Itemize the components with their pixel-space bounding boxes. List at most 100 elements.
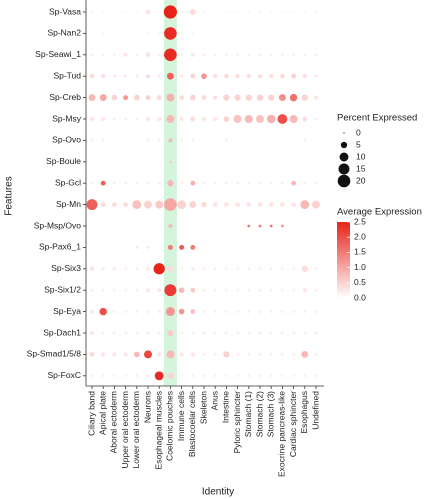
dot <box>213 95 218 100</box>
dot <box>269 310 273 314</box>
dot <box>157 117 162 121</box>
dot <box>256 115 264 123</box>
dot <box>164 48 177 62</box>
dot <box>190 180 196 186</box>
dot <box>164 27 177 40</box>
dot <box>314 95 318 100</box>
dot <box>145 95 151 101</box>
dot <box>236 181 240 185</box>
dot <box>168 138 173 143</box>
dot <box>233 115 242 123</box>
dot <box>112 310 116 314</box>
dot <box>112 331 116 335</box>
y-tick-label: Sp-Gcl <box>55 177 81 187</box>
dot <box>178 308 185 315</box>
dot <box>235 74 240 79</box>
dot <box>269 224 273 228</box>
size-legend-dot <box>337 174 351 188</box>
dot <box>279 73 285 79</box>
dot <box>314 181 318 185</box>
dot <box>190 116 196 122</box>
size-legend-label: 5 <box>356 139 361 149</box>
dot <box>123 352 128 357</box>
dot <box>223 116 230 122</box>
y-tick-label: Sp-Nan2 <box>47 28 81 38</box>
dot <box>101 331 105 335</box>
dot <box>135 331 139 335</box>
dot <box>280 224 284 228</box>
x-tick-label: Esophagus <box>299 391 309 434</box>
dot <box>146 245 150 249</box>
size-legend-dot <box>338 163 350 175</box>
dot <box>146 74 150 79</box>
dot <box>135 267 139 271</box>
dot <box>123 202 129 208</box>
y-tick-label: Sp-Seawi_1 <box>35 49 81 59</box>
dot <box>190 266 195 271</box>
dot <box>135 310 139 314</box>
dot <box>258 267 262 271</box>
dot <box>112 53 116 57</box>
dot <box>247 181 251 185</box>
dot <box>90 374 94 378</box>
dot <box>100 180 106 186</box>
dot <box>157 288 162 293</box>
dot <box>190 73 196 79</box>
dot <box>236 53 240 57</box>
y-tick-label: Sp-Vasa <box>49 6 81 16</box>
dot <box>164 198 177 211</box>
dot <box>292 331 296 335</box>
dot <box>212 202 218 208</box>
dot <box>89 266 95 272</box>
dot <box>157 31 161 35</box>
dot <box>268 202 274 208</box>
dot <box>269 10 273 14</box>
dot <box>135 74 139 78</box>
dot <box>202 288 206 292</box>
dot <box>163 5 178 19</box>
dot <box>133 351 140 358</box>
dot <box>301 94 308 101</box>
dot <box>213 267 217 271</box>
dot <box>135 117 139 121</box>
x-tick-label: Lower oral ectoderm <box>131 391 141 468</box>
dot <box>157 138 161 142</box>
dot <box>314 117 318 121</box>
dot <box>157 181 161 185</box>
dot <box>133 94 140 101</box>
dot <box>191 31 195 35</box>
dot <box>177 200 187 210</box>
dot <box>202 117 206 121</box>
dot <box>135 181 139 185</box>
dot <box>314 374 318 378</box>
dot <box>280 331 284 335</box>
x-tick-label: Undefined <box>310 391 320 430</box>
dot <box>89 351 95 357</box>
x-axis-label: Identity <box>202 487 234 498</box>
dot <box>165 307 175 317</box>
x-tick-label: Immune cells <box>176 391 186 441</box>
x-tick-label: Coelomic pouches <box>165 391 175 461</box>
dot <box>90 181 94 185</box>
dot <box>258 10 262 14</box>
x-tick-label: Blastocoelar cells <box>187 391 197 457</box>
dot <box>213 117 218 121</box>
dot <box>101 266 106 271</box>
dot <box>277 114 288 124</box>
dot <box>157 74 161 78</box>
dot <box>303 374 307 378</box>
dot <box>180 53 184 57</box>
size-legend-label: 0 <box>356 127 361 137</box>
dot <box>202 352 206 356</box>
dot <box>190 287 196 293</box>
dot <box>213 352 217 356</box>
y-tick-label: Sp-Mn <box>56 199 81 209</box>
dot <box>314 331 318 335</box>
dot <box>280 374 284 378</box>
dot <box>224 310 228 314</box>
dot <box>166 350 175 359</box>
dot <box>167 372 174 379</box>
dot <box>269 267 273 271</box>
dot <box>101 53 105 57</box>
dot <box>247 10 251 14</box>
